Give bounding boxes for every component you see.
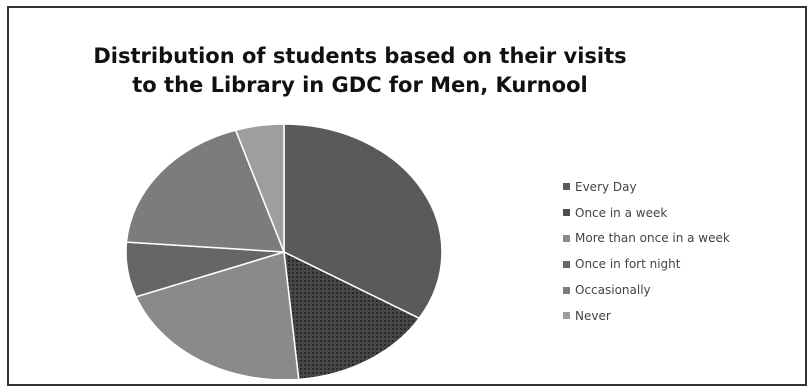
legend-item: Once in fort night <box>563 251 730 277</box>
chart-title-line-1: Distribution of students based on their … <box>93 44 627 68</box>
legend-swatch <box>563 260 570 268</box>
legend-item: Never <box>563 303 730 329</box>
legend-swatch <box>563 209 570 217</box>
legend-swatch <box>563 234 570 242</box>
legend-label: Occasionally <box>575 283 651 298</box>
pie-slice-every-day <box>283 123 443 320</box>
legend-label: Every Day <box>575 179 637 194</box>
legend-swatch <box>563 312 570 320</box>
legend-swatch <box>563 183 570 191</box>
chart-title-line-2: to the Library in GDC for Men, Kurnool <box>132 73 588 97</box>
pie-slice-more-than-once-in-a-week <box>134 251 300 379</box>
legend-item: Occasionally <box>563 277 730 303</box>
legend-item: Once in a week <box>563 200 730 226</box>
legend-swatch <box>563 286 570 294</box>
chart-title: Distribution of students based on their … <box>60 42 660 100</box>
pie-slice-never <box>234 123 285 253</box>
legend-label: Once in a week <box>575 205 668 220</box>
legend-item: More than once in a week <box>563 226 730 252</box>
chart-legend: Every Day Once in a week More than once … <box>563 174 730 329</box>
legend-label: More than once in a week <box>575 231 730 246</box>
legend-label: Once in fort night <box>575 257 681 272</box>
pie-slice-occasionally <box>125 129 286 253</box>
pie-slice-once-in-a-week <box>283 250 421 379</box>
legend-item: Every Day <box>563 174 730 200</box>
legend-label: Never <box>575 308 611 323</box>
